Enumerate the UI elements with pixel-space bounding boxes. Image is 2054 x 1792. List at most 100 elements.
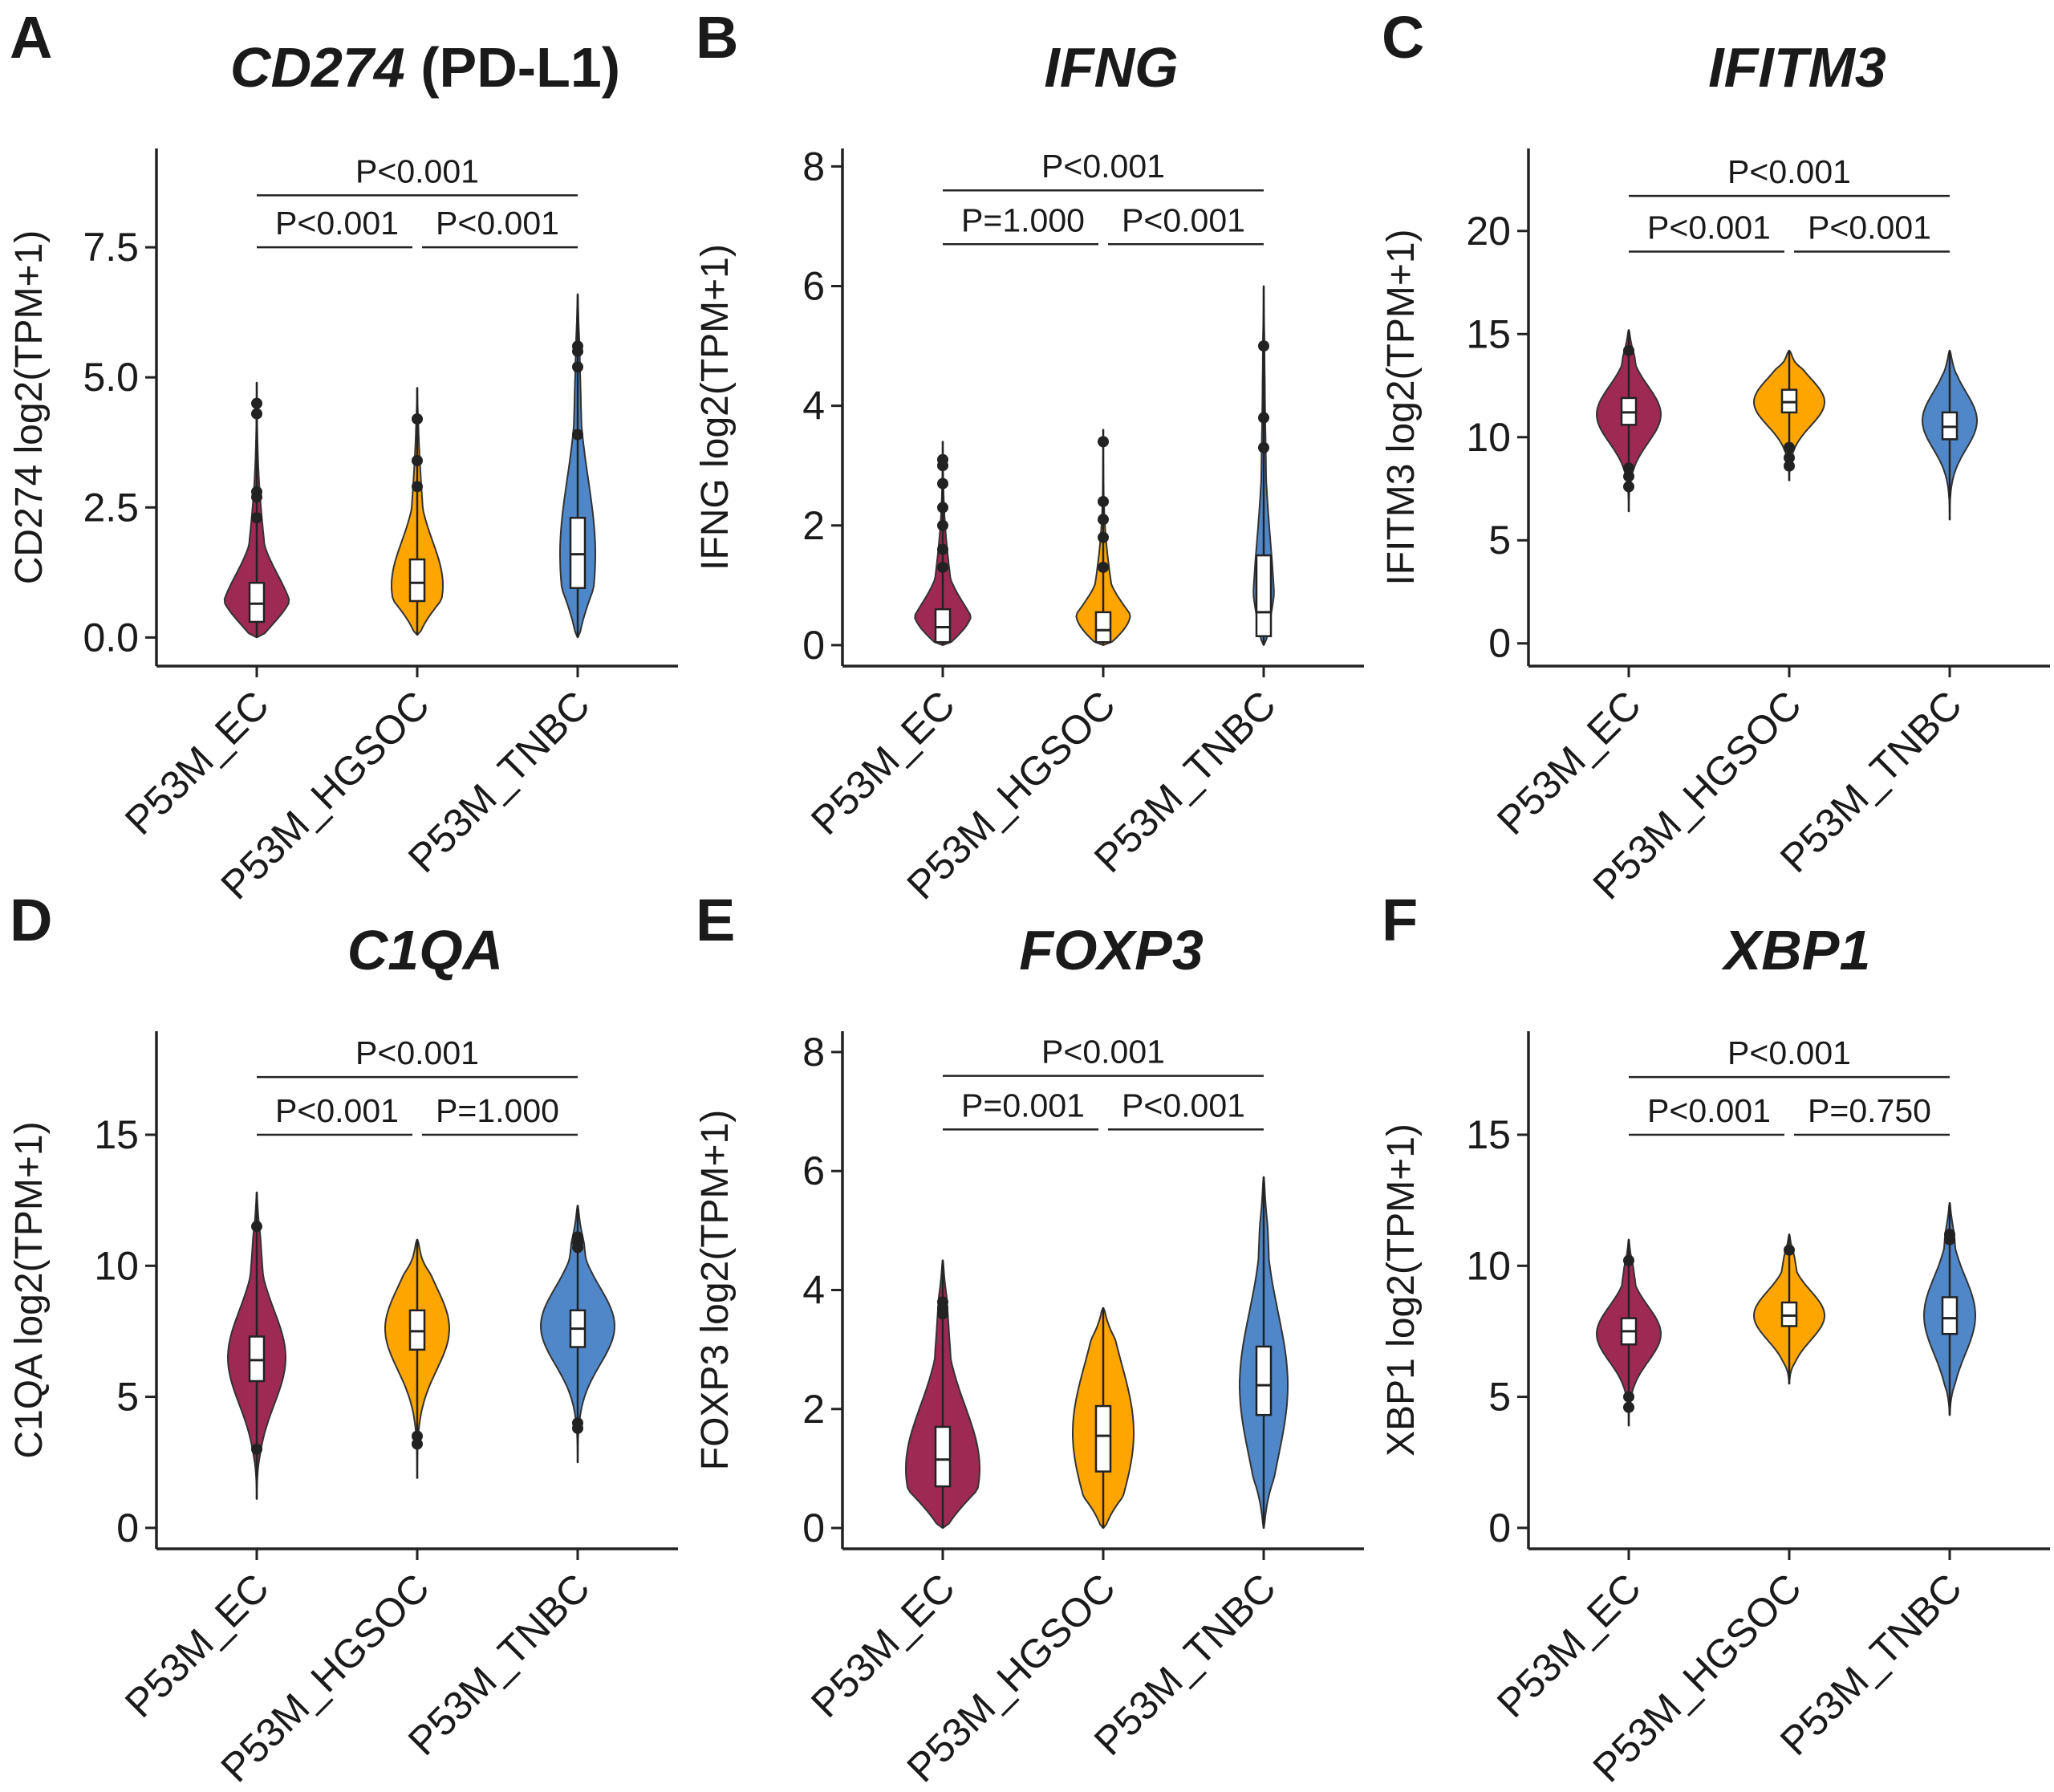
violin-p53m-ec (905, 1259, 980, 1530)
outlier-point (1784, 441, 1795, 453)
y-tick-label: 10 (1466, 415, 1511, 460)
y-tick-label: 7.5 (83, 225, 139, 270)
box-iqr (1255, 554, 1273, 637)
outlier-point (251, 1221, 262, 1233)
panel-a: A CD274 (PD-L1) 0.0 2.5 5.0 7.5 CD274 log2(TPM… (8, 4, 678, 908)
outlier-point (1098, 514, 1109, 526)
box-iqr (248, 1335, 266, 1383)
panel-title-gene: C1QA (347, 919, 503, 981)
x-tick-label: P53M_EC (116, 682, 278, 843)
p-value-label: P<0.001 (275, 1092, 399, 1129)
panel-title-gene: XBP1 (1721, 919, 1871, 981)
outlier-point (937, 543, 948, 555)
outlier-point (1098, 436, 1109, 448)
x-tick-label: P53M_EC (802, 682, 964, 843)
p-value-label: P=1.000 (436, 1092, 559, 1129)
outlier-point (251, 491, 262, 503)
outlier-point (1098, 495, 1109, 507)
outlier-point (572, 361, 583, 373)
y-tick-label: 4 (802, 1268, 825, 1313)
violin-p53m-hgsoc (384, 1238, 450, 1479)
panel-title: FOXP3 (1019, 919, 1204, 981)
outlier-point (937, 561, 948, 573)
violin-p53m-tnbc (559, 293, 596, 639)
violin-p53m-tnbc (1239, 1176, 1289, 1530)
x-tick-label: P53M_EC (1488, 1565, 1650, 1726)
y-axis-label: FOXP3 log2(TPM+1) (694, 1110, 737, 1470)
panel-title-gene: FOXP3 (1019, 919, 1204, 981)
violin-p53m-hgsoc (1753, 1233, 1825, 1385)
y-tick-label: 10 (1466, 1243, 1511, 1288)
panel-letter: E (696, 887, 735, 953)
panel-letter: A (10, 4, 52, 71)
x-tick-label: P53M_EC (802, 1565, 964, 1726)
outlier-point (251, 512, 262, 524)
x-tick-label: P53M_EC (1488, 682, 1650, 843)
y-tick-label: 4 (802, 384, 825, 429)
outlier-point (572, 429, 583, 441)
panel-title-gene: IFNG (1044, 36, 1178, 99)
p-value-label: P<0.001 (1727, 1034, 1851, 1071)
y-tick-label: 10 (94, 1243, 139, 1288)
p-value-label: P<0.001 (275, 205, 399, 242)
outlier-point (937, 502, 948, 514)
box-iqr (1094, 611, 1112, 644)
violin-p53m-hgsoc (391, 387, 444, 636)
y-axis-label: XBP1 log2(TPM+1) (1380, 1124, 1423, 1457)
outlier-point (1258, 340, 1269, 352)
x-tick-label: P53M_EC (116, 1565, 278, 1726)
panel-title: CD274 (PD-L1) (230, 36, 620, 99)
y-tick-label: 5 (1488, 518, 1511, 563)
panel-title: XBP1 (1721, 919, 1871, 981)
box-iqr (1255, 1345, 1273, 1416)
outlier-point (937, 519, 948, 531)
outlier-point (572, 345, 583, 357)
p-value-label: P<0.001 (355, 1034, 479, 1071)
box-iqr (569, 517, 587, 590)
violin-p53m-ec (1596, 1238, 1662, 1427)
y-tick-label: 0 (802, 623, 825, 668)
box-iqr (408, 558, 426, 603)
violin-p53m-ec (223, 381, 290, 639)
y-tick-label: 0 (1488, 621, 1511, 666)
outlier-point (572, 1241, 583, 1254)
y-tick-label: 15 (1466, 1112, 1511, 1157)
outlier-point (937, 460, 948, 472)
p-value-label: P<0.001 (1808, 209, 1931, 246)
y-tick-label: 2 (802, 503, 825, 548)
outlier-point (1784, 452, 1795, 464)
outlier-point (412, 413, 423, 425)
outlier-point (1784, 1244, 1795, 1256)
y-tick-label: 5 (1488, 1375, 1511, 1420)
box-iqr (934, 1425, 952, 1488)
box-iqr (408, 1309, 426, 1351)
p-value-label: P<0.001 (1647, 1092, 1771, 1129)
violin-p53m-tnbc (1252, 285, 1275, 646)
panel-c: C IFITM3 0 5 10 15 20 IFITM3 log2(TPM+1) P53M_EC… (1380, 4, 2050, 908)
panel-title: C1QA (347, 919, 503, 981)
outlier-point (1623, 470, 1634, 482)
y-axis-label: CD274 log2(TPM+1) (8, 230, 51, 585)
outlier-point (1623, 1401, 1634, 1413)
p-value-label: P=0.001 (961, 1087, 1085, 1124)
y-tick-label: 8 (802, 1030, 825, 1075)
box-iqr (1780, 1301, 1798, 1327)
box-iqr (1941, 1296, 1959, 1335)
y-tick-label: 0 (1488, 1506, 1511, 1550)
outlier-point (937, 1308, 948, 1320)
p-value-label: P<0.001 (1122, 201, 1245, 238)
panel-letter: C (1382, 4, 1424, 71)
y-tick-label: 0.0 (83, 615, 139, 660)
outlier-point (412, 481, 423, 493)
outlier-point (1098, 531, 1109, 543)
y-tick-label: 0 (802, 1506, 825, 1550)
y-tick-label: 0 (116, 1506, 139, 1550)
p-value-label: P<0.001 (1647, 209, 1771, 246)
outlier-point (1784, 460, 1795, 472)
panel-title-gene: IFITM3 (1708, 36, 1886, 99)
